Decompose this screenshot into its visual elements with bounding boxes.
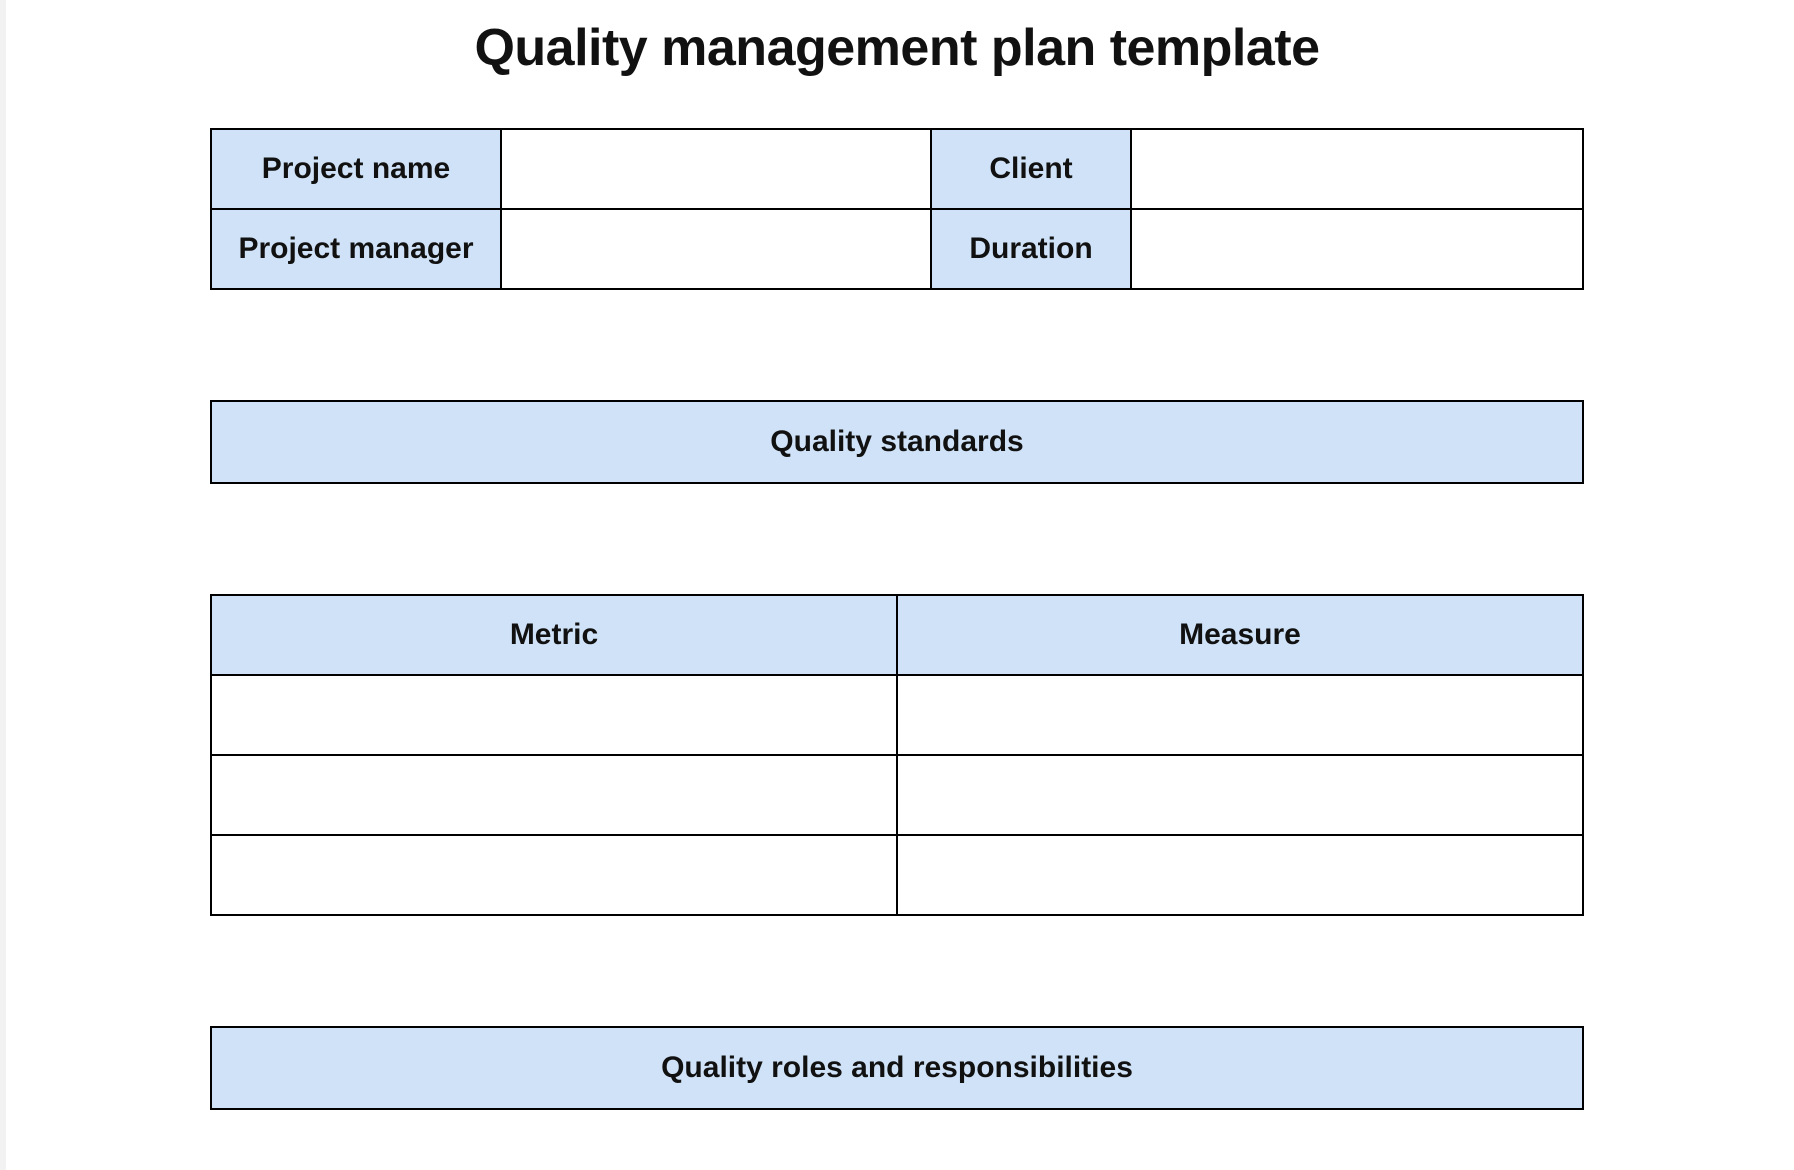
quality-roles-header: Quality roles and responsibilities bbox=[210, 1026, 1584, 1110]
metric-cell bbox=[211, 675, 897, 755]
measure-cell bbox=[897, 675, 1583, 755]
table-row bbox=[211, 675, 1583, 755]
project-manager-value bbox=[501, 209, 931, 289]
measure-cell bbox=[897, 835, 1583, 915]
duration-value bbox=[1131, 209, 1583, 289]
table-row bbox=[211, 755, 1583, 835]
client-value bbox=[1131, 129, 1583, 209]
page: Quality management plan template Project… bbox=[0, 0, 1794, 1170]
table-row: Project name Client bbox=[211, 129, 1583, 209]
client-label: Client bbox=[931, 129, 1131, 209]
metric-cell bbox=[211, 835, 897, 915]
project-name-value bbox=[501, 129, 931, 209]
table-row: Project manager Duration bbox=[211, 209, 1583, 289]
left-margin-strip bbox=[0, 0, 6, 1170]
metric-measure-table: Metric Measure bbox=[210, 594, 1584, 916]
measure-header: Measure bbox=[897, 595, 1583, 675]
metric-header: Metric bbox=[211, 595, 897, 675]
project-name-label: Project name bbox=[211, 129, 501, 209]
duration-label: Duration bbox=[931, 209, 1131, 289]
table-row bbox=[211, 835, 1583, 915]
table-header-row: Metric Measure bbox=[211, 595, 1583, 675]
metric-cell bbox=[211, 755, 897, 835]
page-title: Quality management plan template bbox=[210, 0, 1584, 128]
quality-standards-header: Quality standards bbox=[210, 400, 1584, 484]
project-info-table: Project name Client Project manager Dura… bbox=[210, 128, 1584, 290]
measure-cell bbox=[897, 755, 1583, 835]
project-manager-label: Project manager bbox=[211, 209, 501, 289]
